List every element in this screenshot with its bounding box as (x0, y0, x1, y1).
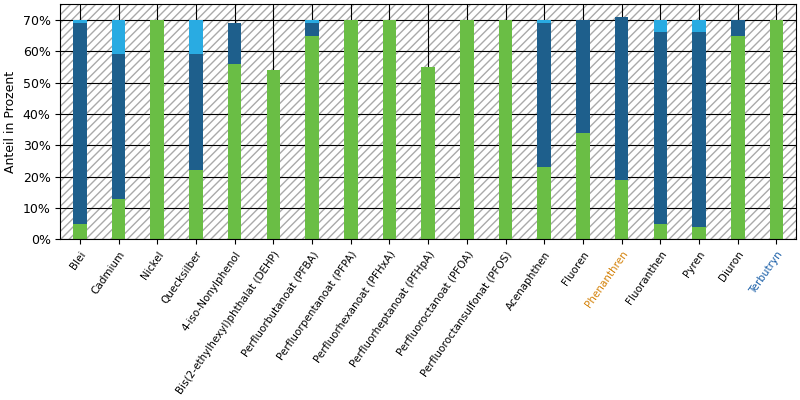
Bar (692, 20, 706, 32)
Bar (73, 224, 86, 240)
Bar (654, 224, 667, 240)
Bar (306, 36, 318, 240)
Bar (189, 170, 202, 240)
Bar (189, 20, 202, 54)
Bar (112, 199, 126, 240)
Bar (770, 20, 783, 240)
Bar (112, 20, 126, 54)
Bar (654, 32, 667, 224)
Bar (306, 20, 318, 23)
Bar (73, 20, 86, 23)
Bar (306, 23, 318, 36)
Bar (150, 20, 164, 240)
Bar (615, 180, 629, 240)
Bar (228, 23, 242, 64)
Bar (731, 20, 745, 36)
Bar (576, 133, 590, 240)
Bar (112, 54, 126, 199)
Bar (228, 64, 242, 240)
Bar (615, 17, 629, 180)
Bar (731, 36, 745, 240)
Bar (498, 20, 512, 240)
Bar (692, 227, 706, 240)
Bar (576, 20, 590, 133)
Bar (382, 20, 396, 240)
Bar (538, 167, 551, 240)
Bar (692, 32, 706, 227)
Bar (460, 20, 474, 240)
Bar (538, 23, 551, 167)
Y-axis label: Anteil in Prozent: Anteil in Prozent (4, 71, 17, 173)
Bar (344, 20, 358, 240)
Bar (538, 20, 551, 23)
Bar (73, 23, 86, 224)
Bar (422, 67, 435, 240)
Bar (266, 70, 280, 240)
Bar (654, 20, 667, 32)
Bar (189, 54, 202, 170)
